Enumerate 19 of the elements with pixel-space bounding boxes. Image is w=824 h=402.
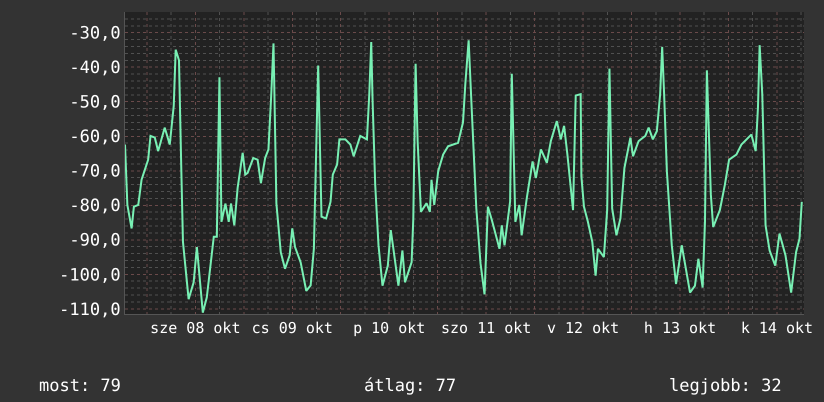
x-tick-label: p 10 okt bbox=[353, 319, 426, 337]
y-tick-label: -50,0 bbox=[69, 92, 121, 113]
y-tick-label: -70,0 bbox=[69, 162, 121, 182]
x-tick-label: h 13 okt bbox=[644, 319, 716, 337]
x-tick-label: szo 11 okt bbox=[440, 319, 532, 337]
x-tick-label: k 14 okt bbox=[740, 319, 814, 337]
y-tick-label: -100,0 bbox=[59, 265, 121, 286]
y-tick-label: -60,0 bbox=[69, 127, 121, 148]
x-tick-label: v 12 okt bbox=[546, 319, 620, 337]
y-tick-label: -90,0 bbox=[69, 230, 121, 251]
text: most: 79 bbox=[39, 376, 121, 396]
y-tick-label: -110,0 bbox=[59, 300, 121, 320]
x-tick-label: sze 08 okt bbox=[150, 319, 240, 337]
y-tick-label: -40,0 bbox=[69, 58, 121, 78]
text: legjobb: 32 bbox=[669, 376, 782, 396]
text: átlag: 77 bbox=[364, 376, 456, 396]
x-tick-label: cs 09 okt bbox=[252, 319, 333, 337]
y-tick-label: -30,0 bbox=[69, 24, 121, 44]
y-tick-label: -80,0 bbox=[69, 196, 121, 216]
